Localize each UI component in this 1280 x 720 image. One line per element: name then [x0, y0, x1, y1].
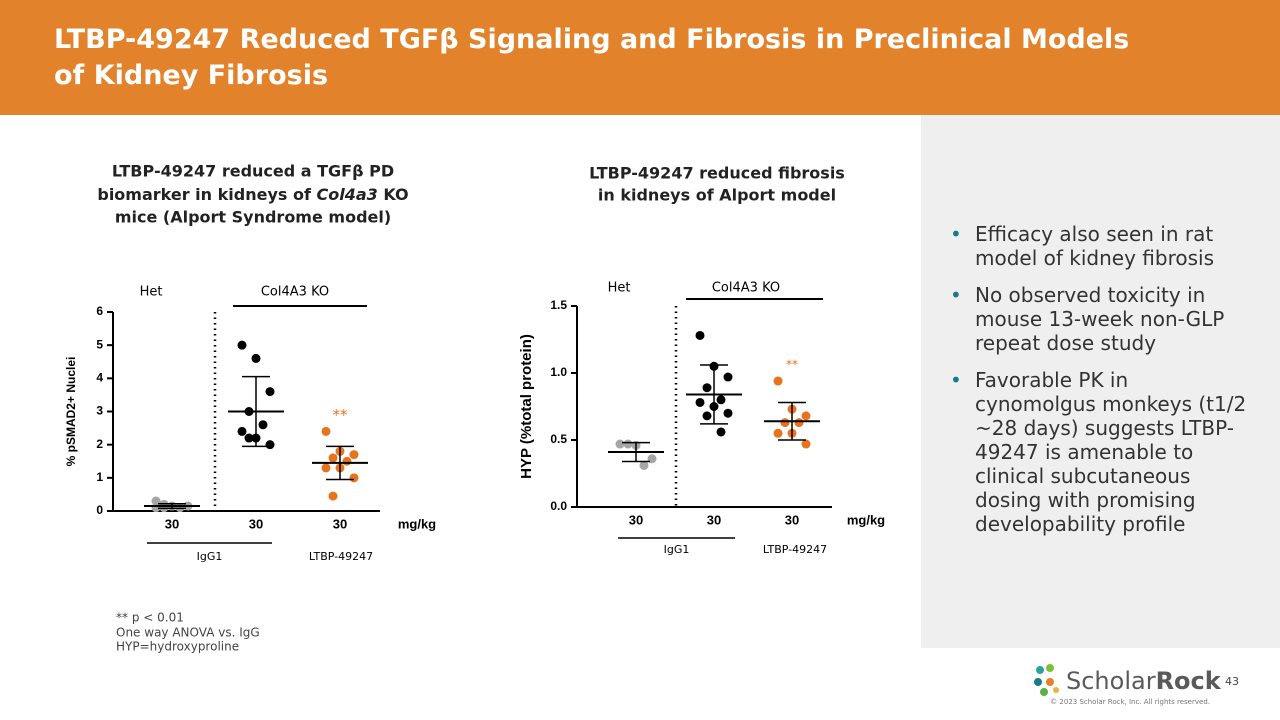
- data-point: [328, 491, 338, 501]
- data-point: [773, 428, 783, 438]
- x-tick-label: 30: [333, 516, 347, 531]
- y-tick-label: 2: [96, 437, 103, 451]
- data-point: [321, 426, 331, 436]
- data-point: [258, 420, 268, 430]
- annotation: **: [333, 406, 349, 424]
- chart-title: in kidneys of Alport model: [598, 186, 836, 205]
- group-label: Het: [140, 285, 163, 300]
- y-axis-label: % pSMAD2+ Nuclei: [64, 357, 78, 467]
- x-tick-label: 30: [165, 516, 179, 531]
- x-tick-label: 30: [707, 512, 721, 527]
- title: of Kidney Fibrosis: [54, 60, 329, 91]
- data-point: [639, 460, 649, 470]
- annotation: **: [786, 358, 798, 372]
- bullet: No observed toxicity in mouse 13-week no…: [950, 283, 1250, 355]
- group-label: Het: [608, 281, 631, 296]
- data-point: [801, 411, 811, 421]
- x-tick-label: 30: [249, 516, 263, 531]
- data-point: [349, 473, 359, 483]
- page-number: 43: [1225, 675, 1239, 688]
- title: LTBP-49247 Reduced TGFβ Signaling and Fi…: [54, 24, 1130, 55]
- chart-title: mice (Alport Syndrome model): [115, 208, 391, 227]
- data-point: [723, 372, 733, 382]
- data-point: [623, 439, 633, 449]
- group-label: IgG1: [664, 543, 690, 556]
- logo: ScholarRock: [1066, 667, 1222, 695]
- data-point: [237, 426, 247, 436]
- data-point: [695, 330, 705, 340]
- group-label: LTBP-49247: [763, 543, 827, 556]
- logo-icon: [1034, 664, 1059, 696]
- footnote: One way ANOVA vs. IgG: [116, 626, 260, 640]
- y-tick-label: 4: [96, 371, 103, 385]
- data-point: [702, 383, 712, 393]
- chart-title: LTBP-49247 reduced fibrosis: [589, 164, 845, 183]
- group-label: IgG1: [197, 550, 223, 563]
- chart-title: LTBP-49247 reduced a TGFβ PD: [112, 162, 394, 181]
- data-point: [780, 418, 790, 428]
- y-tick-label: 0.0: [550, 499, 567, 513]
- chart-title: biomarker in kidneys of: [97, 185, 312, 204]
- x-tick-label: 30: [629, 512, 643, 527]
- data-point: [695, 397, 705, 407]
- group-label: LTBP-49247: [309, 550, 373, 563]
- bullets: Efficacy also seen in rat model of kidne…: [950, 222, 1250, 549]
- chart-title: KO: [383, 185, 408, 204]
- unit-label: mg/kg: [847, 512, 885, 527]
- data-point: [615, 439, 625, 449]
- data-point: [342, 456, 352, 466]
- logo: Rock: [1156, 667, 1222, 695]
- data-point: [794, 418, 804, 428]
- data-point: [349, 450, 359, 460]
- y-tick-label: 1.5: [550, 298, 567, 312]
- data-point: [321, 463, 331, 473]
- y-tick-label: 5: [96, 337, 103, 351]
- data-point: [773, 376, 783, 386]
- header: LTBP-49247 Reduced TGFβ Signaling and Fi…: [0, 0, 1280, 115]
- data-point: [244, 433, 254, 443]
- logo: Scholar: [1066, 667, 1156, 695]
- data-point: [801, 439, 811, 449]
- footnote: ** p < 0.01: [116, 611, 184, 625]
- y-tick-label: 0.5: [550, 432, 567, 446]
- y-axis-label: HYP (%total protein): [518, 334, 535, 479]
- data-point: [702, 411, 712, 421]
- data-point: [716, 427, 726, 437]
- group-label: Col4A3 KO: [712, 281, 780, 296]
- chart-title: Col4a3: [317, 185, 378, 204]
- x-tick-label: 30: [785, 512, 799, 527]
- y-tick-label: 6: [96, 304, 103, 318]
- data-point: [265, 387, 275, 397]
- data-point: [251, 353, 261, 363]
- y-tick-label: 1.0: [550, 365, 567, 379]
- bullet: Efficacy also seen in rat model of kidne…: [950, 222, 1250, 270]
- copyright: © 2023 Scholar Rock, Inc. All rights res…: [1050, 698, 1210, 706]
- bullet: Favorable PK in cynomolgus monkeys (t1/2…: [950, 368, 1250, 536]
- data-point: [237, 340, 247, 350]
- data-point: [716, 395, 726, 405]
- footnote: HYP=hydroxyproline: [116, 640, 239, 654]
- data-point: [265, 440, 275, 450]
- data-point: [723, 408, 733, 418]
- group-label: Col4A3 KO: [261, 285, 329, 300]
- chart-title: biomarker in kidneys of Col4a3 KO: [97, 185, 408, 204]
- y-tick-label: 3: [96, 404, 103, 418]
- y-tick-label: 0: [96, 503, 103, 517]
- data-point: [328, 453, 338, 463]
- unit-label: mg/kg: [398, 516, 436, 531]
- y-tick-label: 1: [96, 470, 103, 484]
